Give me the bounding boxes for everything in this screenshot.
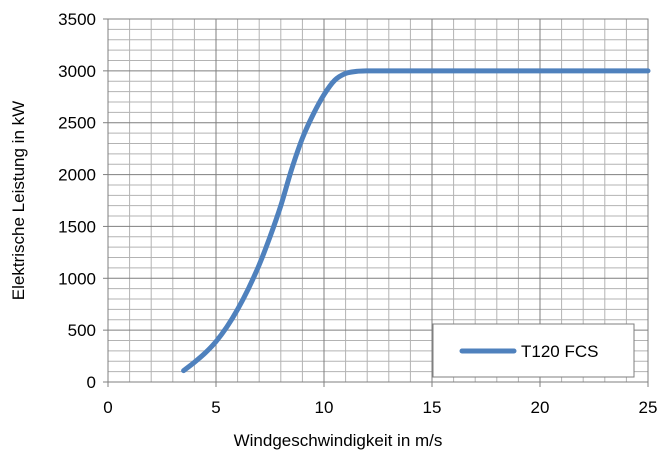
x-axis-tick-labels: 0 5 10 15 20 25 (103, 382, 657, 417)
x-tick-label: 25 (639, 398, 658, 417)
y-tick-label: 1000 (58, 269, 96, 288)
x-axis-title: Windgeschwindigkeit in m/s (234, 431, 443, 450)
series-line-t120-fcs (181, 68, 651, 374)
x-tick-label: 15 (423, 398, 442, 417)
y-tick-label: 0 (87, 373, 96, 392)
minor-gridlines (108, 19, 648, 382)
y-axis-tick-labels: 0 500 1000 1500 2000 2500 3000 3500 (58, 10, 108, 392)
y-axis-title: Elektrische Leistung in kW (9, 101, 28, 300)
y-tick-label: 1500 (58, 217, 96, 236)
y-tick-label: 2500 (58, 114, 96, 133)
legend: T120 FCS (432, 323, 635, 378)
x-tick-label: 0 (103, 398, 112, 417)
x-tick-label: 10 (315, 398, 334, 417)
y-tick-label: 3500 (58, 10, 96, 29)
x-tick-label: 20 (531, 398, 550, 417)
plot-area-border (107, 18, 649, 383)
legend-label-t120-fcs: T120 FCS (521, 342, 598, 361)
series-layer (181, 68, 651, 374)
x-tick-label: 5 (211, 398, 220, 417)
y-tick-label: 2000 (58, 166, 96, 185)
y-tick-label: 3000 (58, 62, 96, 81)
y-tick-label: 500 (68, 321, 96, 340)
